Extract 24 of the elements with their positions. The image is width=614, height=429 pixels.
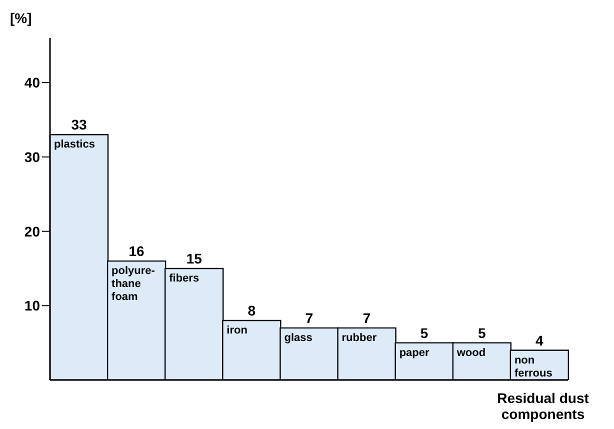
data-label: 5 xyxy=(478,324,486,341)
x-tick-label: glass xyxy=(284,332,312,344)
data-label: 5 xyxy=(420,324,428,341)
data-label: 33 xyxy=(71,116,87,133)
data-label: 7 xyxy=(305,310,314,326)
x-tick-label: polyure- thane foam xyxy=(112,265,156,304)
data-label: 4 xyxy=(536,332,544,348)
data-label: 15 xyxy=(186,250,202,266)
x-axis-title: Residual dust components xyxy=(496,390,590,422)
x-tick-label: non ferrous xyxy=(514,354,552,380)
x-tick-label: iron xyxy=(226,324,248,337)
y-tick-label: 20 xyxy=(24,223,40,240)
y-axis-title: [%] xyxy=(10,10,32,26)
y-tick-label: 40 xyxy=(24,74,40,91)
data-label: 7 xyxy=(362,310,371,326)
x-tick-label: rubber xyxy=(342,332,378,344)
y-tick-label: 10 xyxy=(24,298,40,314)
data-label: 16 xyxy=(128,243,145,260)
x-tick-label: paper xyxy=(399,346,430,359)
x-tick-label: wood xyxy=(456,346,486,359)
x-tick-label: plastics xyxy=(54,138,95,151)
x-tick-label: fibers xyxy=(169,272,200,284)
data-label: 8 xyxy=(248,302,256,319)
y-tick-label: 30 xyxy=(24,148,40,165)
